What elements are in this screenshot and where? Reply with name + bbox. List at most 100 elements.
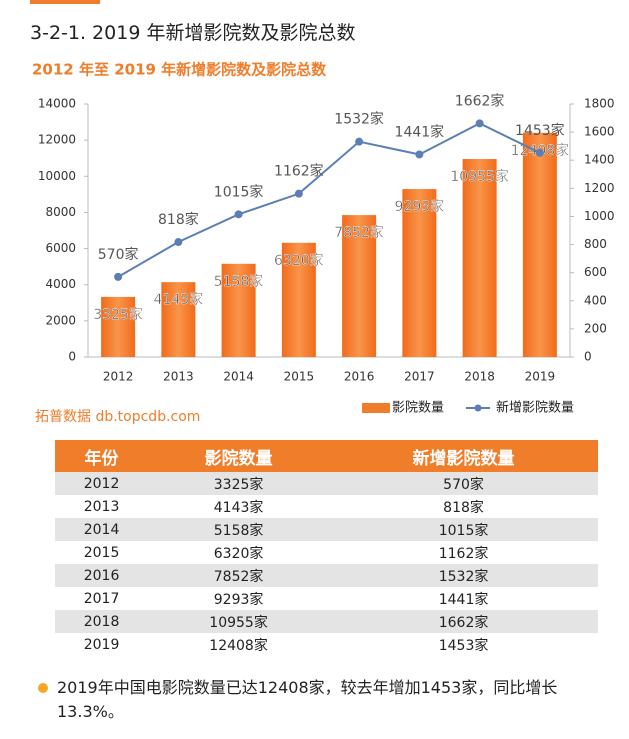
y2-tick-label: 1800 xyxy=(584,97,615,111)
legend-swatch xyxy=(362,403,390,413)
bar xyxy=(342,215,377,357)
y2-tick-label: 1000 xyxy=(584,209,615,223)
line-label: 818家 xyxy=(158,211,199,228)
bar xyxy=(161,282,196,357)
y2-tick-label: 200 xyxy=(584,321,607,335)
line-marker xyxy=(234,210,243,219)
section-title: 3-2-1. 2019 年新增影院数及影院总数 xyxy=(30,22,356,44)
x-tick-label: 2017 xyxy=(404,370,435,384)
table-row: 2012 3325家 570家 xyxy=(55,472,598,495)
line-label: 1441家 xyxy=(395,123,445,140)
table-cell: 12408家 xyxy=(209,637,268,654)
x-tick-label: 2013 xyxy=(163,370,194,384)
line-label: 1015家 xyxy=(214,183,264,200)
bar xyxy=(402,189,437,357)
y2-tick-label: 1200 xyxy=(584,181,615,195)
line-label: 1532家 xyxy=(334,111,384,128)
line-label: 1453家 xyxy=(515,122,565,139)
line-label: 570家 xyxy=(98,246,139,263)
bar xyxy=(462,159,497,357)
table-cell: 2014 xyxy=(55,518,149,541)
bar xyxy=(281,242,316,357)
x-tick-label: 2019 xyxy=(525,370,556,384)
header-cell: 年份 xyxy=(55,440,149,472)
table-row: 2014 5158家 1015家 xyxy=(55,518,598,541)
header-cell: 影院数量 xyxy=(148,440,330,472)
table-cell: 2017 xyxy=(83,590,120,607)
bullet xyxy=(38,683,48,693)
line xyxy=(117,122,541,278)
bar-label: 5158家 xyxy=(214,273,264,290)
line-marker xyxy=(294,189,303,198)
source: 拓普数据 db.topcdb.com xyxy=(35,409,200,425)
note-text: 2019年中国电影院数量已达12408家，较去年增加1453家，同比增长13.3… xyxy=(57,678,558,721)
line-marker xyxy=(174,238,183,247)
legend-label: 新增影院数量 xyxy=(496,400,574,416)
y2-tick-label: 400 xyxy=(584,293,607,307)
table-cell: 1532家 xyxy=(329,564,598,587)
y2-tick-label: 800 xyxy=(584,237,607,251)
table-cell: 1441家 xyxy=(438,591,489,608)
table-row: 2013 4143家 818家 xyxy=(55,495,598,518)
y-tick-label: 2000 xyxy=(45,313,76,327)
line-label: 1662家 xyxy=(455,92,505,109)
table-cell: 570家 xyxy=(329,472,598,495)
table-cell: 2019 xyxy=(83,636,120,653)
table-row: 2018 10955家 1662家 xyxy=(55,610,598,633)
y-tick-label: 6000 xyxy=(45,241,76,255)
table-cell: 1162家 xyxy=(438,545,489,562)
legend-marker xyxy=(474,404,482,412)
chart-title: 2012 年至 2019 年新增影院数及影院总数 xyxy=(32,61,327,79)
table-cell: 2013 xyxy=(83,498,120,515)
table-row: 2015 6320家 1162家 xyxy=(55,541,598,564)
table-cell: 2016 xyxy=(55,564,149,587)
bar-label: 6320家 xyxy=(274,252,324,269)
table-cell: 2015 xyxy=(83,544,120,561)
x-tick-label: 2016 xyxy=(344,370,375,384)
bar-label: 10955家 xyxy=(450,168,509,185)
y-tick-label: 4000 xyxy=(45,277,76,291)
table-cell: 1453家 xyxy=(438,637,489,654)
line-marker xyxy=(535,148,544,157)
table-cell: 6320家 xyxy=(213,545,264,562)
table-cell: 5158家 xyxy=(148,518,330,541)
table-cell: 1662家 xyxy=(329,610,598,633)
note: 2019年中国电影院数量已达12408家，较去年增加1453家，同比增长13.3… xyxy=(35,676,620,724)
header-cell: 新增影院数量 xyxy=(329,440,598,472)
bar xyxy=(101,296,136,357)
data-table: 年份 影院数量 新增影院数量 2012 3325家 570家 2013 4143家 818家 20… xyxy=(55,440,598,656)
line-marker xyxy=(475,119,484,128)
top-accent xyxy=(30,0,100,4)
y2-tick-label: 600 xyxy=(584,265,607,279)
x-tick-label: 2012 xyxy=(103,370,134,384)
legend-item: 影院数量 xyxy=(362,401,444,416)
table-cell: 9293家 xyxy=(213,591,264,608)
table-cell: 3325家 xyxy=(148,472,330,495)
y2-tick-label: 0 xyxy=(584,350,592,364)
table-cell: 10955家 xyxy=(148,610,330,633)
legend-label: 影院数量 xyxy=(392,401,444,416)
table-cell: 2012 xyxy=(55,472,149,495)
line-marker xyxy=(355,137,364,146)
x-tick-label: 2018 xyxy=(464,370,495,384)
bar-label: 4143家 xyxy=(154,291,204,308)
table-row: 2017 9293家 1441家 xyxy=(55,587,598,610)
table-row: 2019 12408家 1453家 xyxy=(55,633,598,656)
y-tick-label: 14000 xyxy=(38,97,76,111)
header-row: 年份 影院数量 新增影院数量 xyxy=(55,440,598,472)
y-tick-label: 8000 xyxy=(45,205,76,219)
line-marker xyxy=(114,272,123,281)
x-tick-label: 2015 xyxy=(284,370,315,384)
y-tick-label: 0 xyxy=(68,350,76,364)
chart: 2012 年至 2019 年新增影院数及影院总数 拓普数据 db.topcdb.… xyxy=(32,61,615,426)
line-label: 1162家 xyxy=(274,163,324,180)
y2-tick-label: 1400 xyxy=(584,153,615,167)
bar xyxy=(221,263,256,357)
y2-tick-label: 1600 xyxy=(584,125,615,139)
x-tick-label: 2014 xyxy=(223,370,254,384)
table-row: 2016 7852家 1532家 xyxy=(55,564,598,587)
table-cell: 7852家 xyxy=(148,564,330,587)
y-tick-label: 10000 xyxy=(38,169,76,183)
bar xyxy=(522,132,557,357)
